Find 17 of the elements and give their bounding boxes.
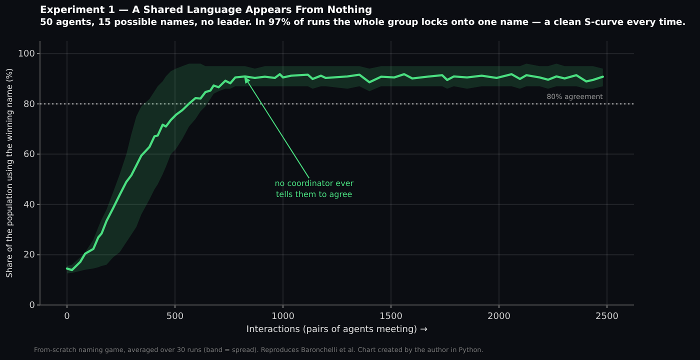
y-tick-label: 60 (24, 150, 36, 160)
y-tick-label: 100 (18, 50, 36, 60)
x-tick-label: 1000 (272, 312, 295, 322)
y-axis-title: Share of the population using the winning name (%) (5, 68, 14, 278)
x-tick-label: 0 (64, 312, 70, 322)
x-tick-label: 500 (166, 312, 184, 322)
x-axis-title: Interactions (pairs of agents meeting) → (246, 325, 428, 335)
y-tick-label: 80 (24, 100, 36, 110)
x-tick-label: 1500 (380, 312, 403, 322)
y-tick-label: 0 (29, 301, 36, 311)
chart-subtitle: 50 agents, 15 possible names, no leader. In 97% of runs the whole group locks onto one name — a clean S-curve every time. (40, 17, 686, 28)
annotation: no coordinator ever tells them to agree (274, 179, 354, 200)
y-tick-label: 20 (24, 250, 36, 261)
chart-title: Experiment 1 — A Shared Language Appears From Nothing (40, 5, 372, 16)
y-tick-label: 40 (24, 200, 36, 210)
x-tick-label: 2000 (488, 312, 511, 322)
x-tick-label: 2500 (596, 312, 619, 322)
